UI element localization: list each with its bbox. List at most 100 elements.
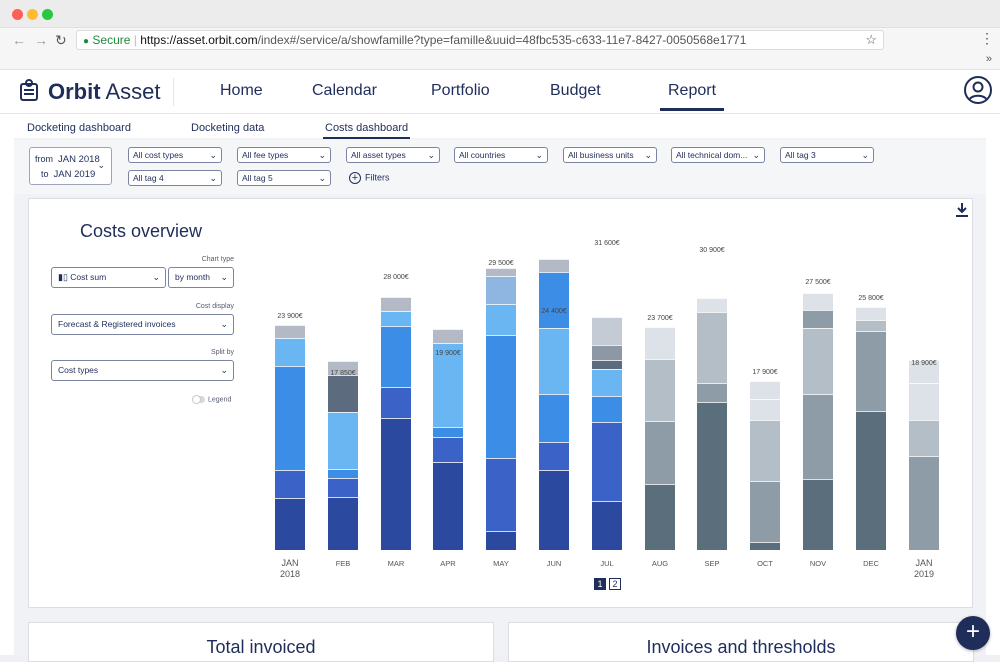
bar-segment[interactable] xyxy=(803,293,833,310)
bar-segment[interactable] xyxy=(381,387,411,418)
bar-segment[interactable] xyxy=(275,366,305,470)
bar-nov[interactable] xyxy=(803,291,833,550)
bar-segment[interactable] xyxy=(275,325,305,338)
bar-segment[interactable] xyxy=(433,462,463,550)
bar-segment[interactable] xyxy=(645,484,675,550)
minimize-window-icon[interactable] xyxy=(27,9,38,20)
bar-segment[interactable] xyxy=(856,411,886,550)
bar-segment[interactable] xyxy=(909,456,939,550)
bar-segment[interactable] xyxy=(381,418,411,550)
bar-segment[interactable] xyxy=(381,326,411,387)
url-field[interactable]: ● Secure | https://asset.orbit.com/index… xyxy=(76,30,884,50)
bar-segment[interactable] xyxy=(433,329,463,342)
bar-segment[interactable] xyxy=(486,268,516,276)
bar-segment[interactable] xyxy=(275,498,305,550)
subnav-docketing-data[interactable]: Docketing data xyxy=(191,122,264,134)
extensions-chevron-icon[interactable]: » xyxy=(986,53,992,65)
maximize-window-icon[interactable] xyxy=(42,9,53,20)
bar-segment[interactable] xyxy=(486,458,516,532)
bar-segment[interactable] xyxy=(486,335,516,458)
bar-segment[interactable] xyxy=(328,375,358,413)
bar-segment[interactable] xyxy=(328,497,358,550)
bar-segment[interactable] xyxy=(856,331,886,411)
bar-segment[interactable] xyxy=(539,470,569,550)
user-avatar-icon[interactable] xyxy=(964,76,992,104)
period-select[interactable]: by month⌄ xyxy=(168,267,234,288)
bar-segment[interactable] xyxy=(750,381,780,399)
bar-segment[interactable] xyxy=(697,298,727,312)
bar-segment[interactable] xyxy=(539,259,569,272)
back-icon[interactable]: ← xyxy=(12,32,26,48)
bar-segment[interactable] xyxy=(328,412,358,469)
bar-segment[interactable] xyxy=(803,310,833,329)
download-icon[interactable] xyxy=(955,202,969,218)
nav-home[interactable]: Home xyxy=(220,82,263,100)
page-2-button[interactable]: 2 xyxy=(609,578,621,590)
bar-segment[interactable] xyxy=(486,531,516,550)
star-icon[interactable]: ☆ xyxy=(865,31,877,49)
bar-segment[interactable] xyxy=(909,420,939,456)
bar-segment[interactable] xyxy=(592,422,622,501)
bar-segment[interactable] xyxy=(433,427,463,436)
bar-segment[interactable] xyxy=(592,396,622,421)
technical-domains-select[interactable]: All technical dom...⌄ xyxy=(671,147,765,163)
more-filters-button[interactable]: +Filters xyxy=(349,172,390,184)
bar-segment[interactable] xyxy=(645,327,675,359)
forward-icon[interactable]: → xyxy=(34,32,48,48)
close-window-icon[interactable] xyxy=(12,9,23,20)
cost-display-select[interactable]: Forecast & Registered invoices⌄ xyxy=(51,314,234,335)
bar-segment[interactable] xyxy=(750,420,780,481)
bar-may[interactable] xyxy=(486,272,516,550)
bar-segment[interactable] xyxy=(645,359,675,421)
bar-segment[interactable] xyxy=(750,399,780,420)
nav-report[interactable]: Report xyxy=(668,82,716,100)
bar-apr[interactable] xyxy=(433,362,463,550)
nav-calendar[interactable]: Calendar xyxy=(312,82,377,100)
subnav-docketing-dashboard[interactable]: Docketing dashboard xyxy=(27,122,131,134)
bar-jul[interactable] xyxy=(592,252,622,550)
reload-icon[interactable]: ↻ xyxy=(55,32,67,48)
cost-types-select[interactable]: All cost types⌄ xyxy=(128,147,222,163)
app-logo[interactable]: Orbit Asset xyxy=(48,79,161,105)
bar-segment[interactable] xyxy=(275,338,305,366)
bar-segment[interactable] xyxy=(592,345,622,359)
subnav-costs-dashboard[interactable]: Costs dashboard xyxy=(325,122,408,134)
bar-segment[interactable] xyxy=(645,421,675,484)
bar-segment[interactable] xyxy=(486,304,516,335)
bar-oct[interactable] xyxy=(750,381,780,550)
bar-segment[interactable] xyxy=(539,442,569,470)
bar-segment[interactable] xyxy=(750,542,780,550)
bar-segment[interactable] xyxy=(433,437,463,462)
fee-types-select[interactable]: All fee types⌄ xyxy=(237,147,331,163)
bar-segment[interactable] xyxy=(697,312,727,383)
bar-segment[interactable] xyxy=(539,328,569,394)
bar-segment[interactable] xyxy=(275,470,305,498)
bar-segment[interactable] xyxy=(803,328,833,394)
add-fab-button[interactable]: + xyxy=(956,616,990,650)
business-units-select[interactable]: All business units⌄ xyxy=(563,147,657,163)
bar-segment[interactable] xyxy=(803,479,833,550)
bar-segment[interactable] xyxy=(539,394,569,441)
bar-segment[interactable] xyxy=(697,383,727,402)
countries-select[interactable]: All countries⌄ xyxy=(454,147,548,163)
bar-segment[interactable] xyxy=(328,478,358,497)
legend-toggle[interactable]: Legend xyxy=(192,396,231,403)
bar-segment[interactable] xyxy=(486,276,516,304)
bar-feb[interactable] xyxy=(328,382,358,550)
bar-mar[interactable] xyxy=(381,286,411,550)
bar-segment[interactable] xyxy=(592,501,622,550)
bar-jan-2018[interactable] xyxy=(275,325,305,550)
nav-portfolio[interactable]: Portfolio xyxy=(431,82,490,100)
tag-3-select[interactable]: All tag 3⌄ xyxy=(780,147,874,163)
bar-segment[interactable] xyxy=(592,360,622,369)
bar-segment[interactable] xyxy=(856,320,886,331)
nav-budget[interactable]: Budget xyxy=(550,82,601,100)
date-range-picker[interactable]: from JAN 2018 to JAN 2019 ⌄ xyxy=(29,147,112,185)
chart-type-select[interactable]: ▮▯ Cost sum⌄ xyxy=(51,267,166,288)
asset-types-select[interactable]: All asset types⌄ xyxy=(346,147,440,163)
split-by-select[interactable]: Cost types⌄ xyxy=(51,360,234,381)
bar-dec[interactable] xyxy=(856,307,886,550)
bar-segment[interactable] xyxy=(592,317,622,345)
bar-segment[interactable] xyxy=(697,402,727,550)
bar-segment[interactable] xyxy=(328,469,358,478)
